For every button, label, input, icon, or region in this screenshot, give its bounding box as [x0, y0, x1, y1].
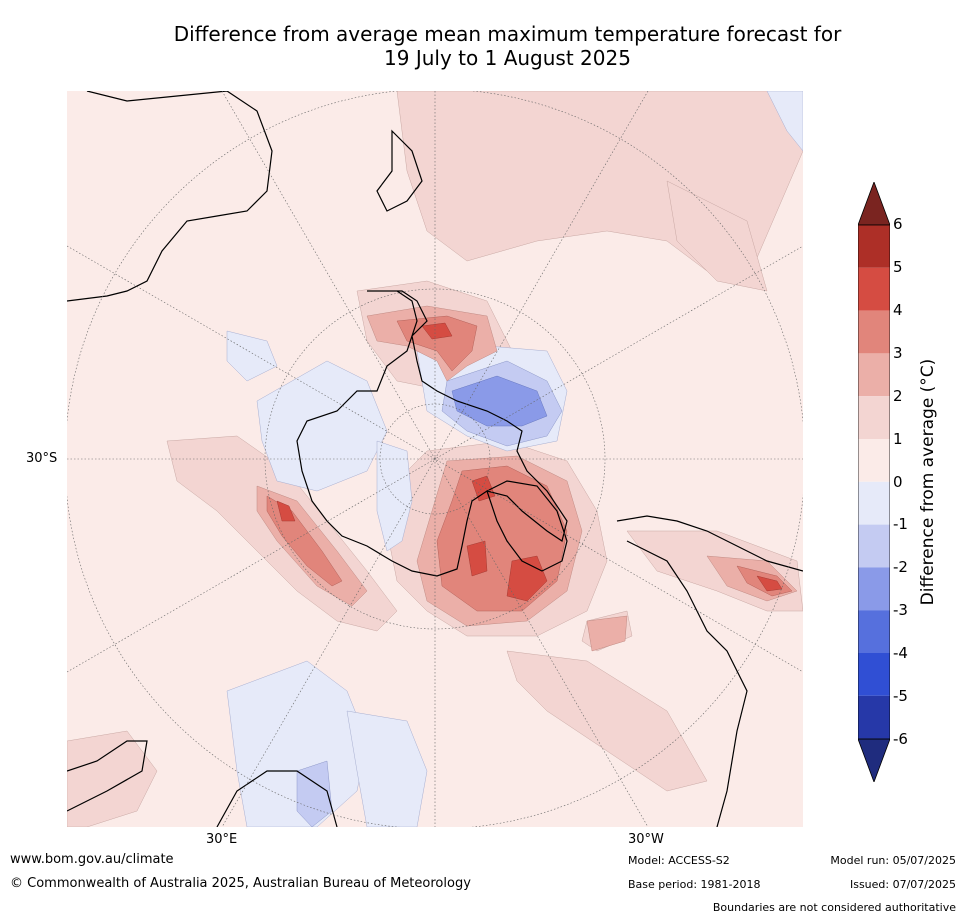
colorbar	[858, 182, 890, 782]
colorbar-tick-m6: -6	[893, 730, 908, 748]
colorbar-extend-top	[858, 182, 890, 226]
footer-disclaimer: Boundaries are not considered authoritat…	[712, 901, 956, 914]
colorbar-tick-m1: -1	[893, 515, 908, 533]
colorbar-swatch-4-5	[858, 267, 890, 311]
colorbar-tick-4: 4	[893, 301, 903, 319]
anomaly-warm-4-5	[276, 322, 783, 602]
colorbar-tick-m2: -2	[893, 558, 908, 576]
forecast-map[interactable]	[67, 91, 803, 827]
footer-url[interactable]: www.bom.gov.au/climate	[10, 852, 174, 867]
title-line-2: 19 July to 1 August 2025	[384, 46, 631, 70]
colorbar-tick-5: 5	[893, 258, 903, 276]
colorbar-tick-3: 3	[893, 344, 903, 362]
lon-label-30e: 30°E	[206, 832, 238, 847]
colorbar-swatch-m3-m2	[858, 567, 890, 611]
colorbar-tick-2: 2	[893, 387, 903, 405]
colorbar-swatch-0-1	[858, 439, 890, 482]
title-line-1: Difference from average mean maximum tem…	[173, 22, 842, 46]
map-canvas	[67, 91, 803, 827]
footer-model-run: Model run: 05/07/2025	[830, 854, 956, 867]
coastlines	[67, 91, 803, 827]
colorbar-swatch-m4-m3	[858, 610, 890, 653]
colorbar-swatch-1-2	[858, 396, 890, 439]
colorbar-swatch-5-6	[858, 225, 890, 268]
footer-copyright: © Commonwealth of Australia 2025, Austra…	[10, 876, 471, 891]
colorbar-swatch-m2-m1	[858, 524, 890, 568]
colorbar-swatch-m1-0	[858, 481, 890, 525]
footer-base-period: Base period: 1981-2018	[628, 878, 761, 891]
colorbar-extend-bottom	[858, 738, 890, 782]
colorbar-tick-1: 1	[893, 430, 903, 448]
graticule	[67, 91, 803, 827]
lat-label-30s: 30°S	[26, 451, 58, 466]
colorbar-tick-m3: -3	[893, 601, 908, 619]
lon-label-30w: 30°W	[628, 832, 664, 847]
chart-title: Difference from average mean maximum tem…	[60, 22, 955, 70]
colorbar-tick-m5: -5	[893, 687, 908, 705]
colorbar-swatch-m6-m5	[858, 695, 890, 739]
colorbar-tick-m4: -4	[893, 644, 908, 662]
colorbar-swatch-m5-m4	[858, 653, 890, 696]
colorbar-tick-6: 6	[893, 215, 903, 233]
footer-model: Model: ACCESS-S2	[628, 854, 730, 867]
colorbar-swatch-3-4	[858, 310, 890, 354]
footer-issued: Issued: 07/07/2025	[849, 878, 956, 891]
colorbar-label: Difference from average (°C)	[918, 358, 938, 606]
colorbar-swatch-2-3	[858, 353, 890, 397]
colorbar-tick-0: 0	[893, 473, 903, 491]
